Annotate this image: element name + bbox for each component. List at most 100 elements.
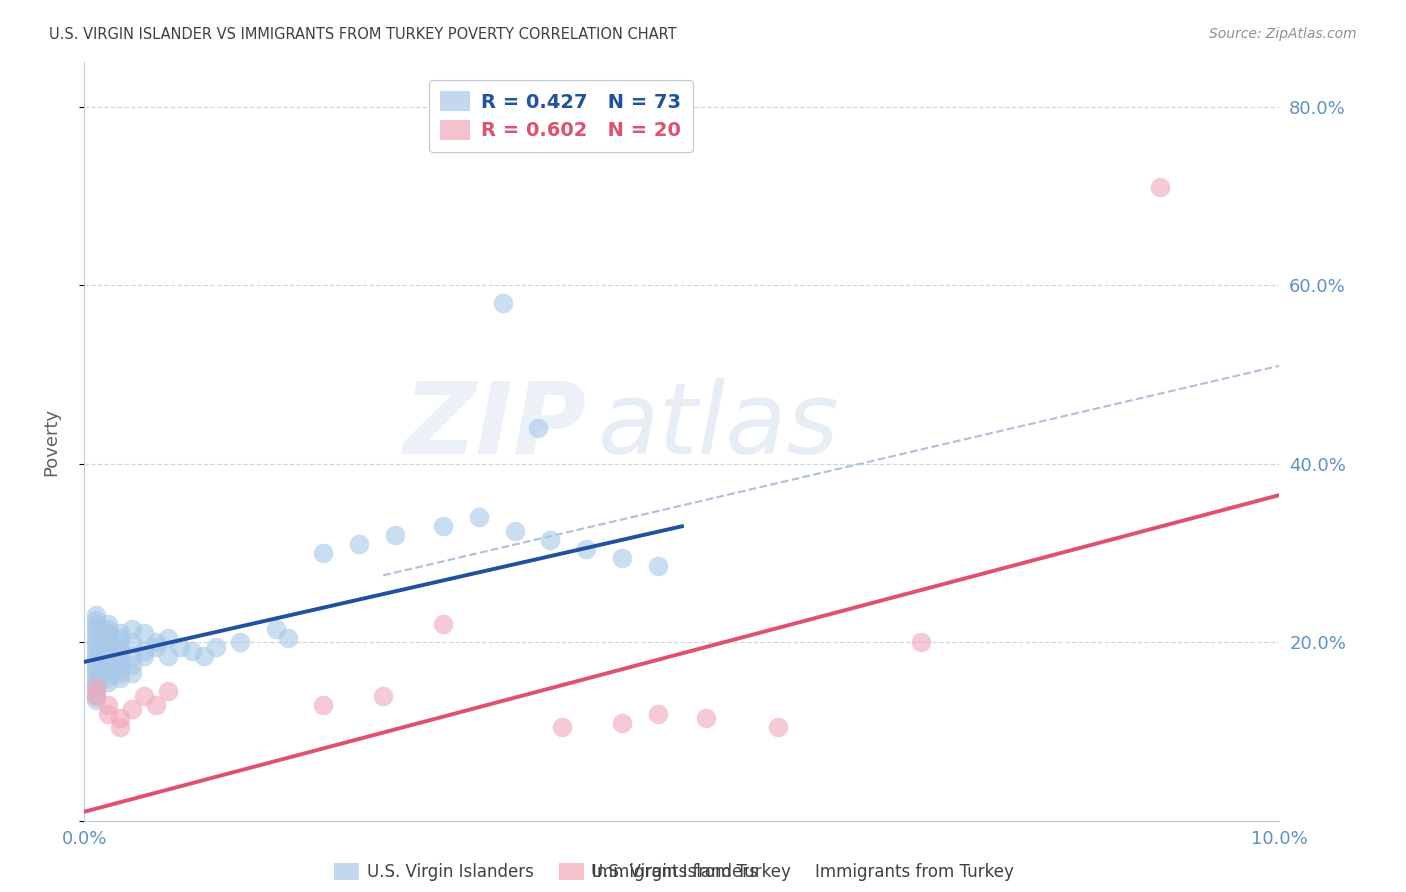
Point xyxy=(157,648,180,663)
Legend: R = 0.427   N = 73, R = 0.602   N = 20: R = 0.427 N = 73, R = 0.602 N = 20 xyxy=(429,79,693,152)
Point xyxy=(132,648,156,663)
Point xyxy=(86,684,108,698)
Point xyxy=(132,644,156,658)
Point xyxy=(468,510,491,524)
Point xyxy=(97,698,120,712)
Point xyxy=(205,640,228,654)
Point xyxy=(647,559,669,574)
Point xyxy=(86,657,108,672)
Point xyxy=(97,631,120,645)
Point xyxy=(695,711,717,725)
Point xyxy=(228,635,252,649)
Point xyxy=(86,689,108,703)
Point xyxy=(110,631,132,645)
Point xyxy=(612,550,634,565)
Point xyxy=(97,671,120,685)
Point xyxy=(121,635,143,649)
Point xyxy=(575,541,598,556)
Point xyxy=(86,671,108,685)
Point xyxy=(157,631,180,645)
Point xyxy=(86,675,108,690)
Point xyxy=(312,546,335,560)
Legend: U.S. Virgin Islanders, Immigrants from Turkey: U.S. Virgin Islanders, Immigrants from T… xyxy=(328,856,797,888)
Point xyxy=(121,622,143,636)
Text: U.S. VIRGIN ISLANDER VS IMMIGRANTS FROM TURKEY POVERTY CORRELATION CHART: U.S. VIRGIN ISLANDER VS IMMIGRANTS FROM … xyxy=(49,27,676,42)
Y-axis label: Poverty: Poverty xyxy=(42,408,60,475)
Point xyxy=(132,626,156,640)
Point xyxy=(86,662,108,676)
Point xyxy=(97,626,120,640)
Point xyxy=(110,662,132,676)
Point xyxy=(373,689,395,703)
Point xyxy=(97,675,120,690)
Point xyxy=(110,648,132,663)
Point xyxy=(86,631,108,645)
Point xyxy=(86,693,108,707)
Point xyxy=(97,648,120,663)
Point xyxy=(97,662,120,676)
Point xyxy=(86,617,108,632)
Point xyxy=(97,622,120,636)
Point xyxy=(121,702,143,716)
Point xyxy=(181,644,204,658)
Point xyxy=(97,640,120,654)
Point xyxy=(86,613,108,627)
Point xyxy=(432,617,454,632)
Point xyxy=(193,648,215,663)
Point xyxy=(110,666,132,681)
Point xyxy=(121,666,143,681)
Point xyxy=(110,671,132,685)
Point xyxy=(86,608,108,623)
Point xyxy=(86,689,108,703)
Point xyxy=(277,631,299,645)
Point xyxy=(86,648,108,663)
Point xyxy=(110,657,132,672)
Point xyxy=(145,635,167,649)
Point xyxy=(121,657,143,672)
Point xyxy=(97,657,120,672)
Point xyxy=(86,644,108,658)
Point xyxy=(97,644,120,658)
Point xyxy=(86,622,108,636)
Point xyxy=(527,421,550,435)
Point xyxy=(86,680,108,694)
Point xyxy=(349,537,371,551)
Point xyxy=(264,622,287,636)
Point xyxy=(86,640,108,654)
Point xyxy=(145,640,167,654)
Point xyxy=(503,524,526,538)
Point xyxy=(1149,180,1171,194)
Point xyxy=(97,635,120,649)
Text: ZIP: ZIP xyxy=(404,378,586,475)
Point xyxy=(97,666,120,681)
Text: Immigrants from Turkey: Immigrants from Turkey xyxy=(815,863,1014,881)
Point xyxy=(384,528,406,542)
Text: U.S. Virgin Islanders: U.S. Virgin Islanders xyxy=(591,863,758,881)
Point xyxy=(540,533,562,547)
Point xyxy=(551,720,574,734)
Text: Source: ZipAtlas.com: Source: ZipAtlas.com xyxy=(1209,27,1357,41)
Point xyxy=(492,296,515,310)
Point xyxy=(110,644,132,658)
Point xyxy=(910,635,932,649)
Point xyxy=(97,617,120,632)
Point xyxy=(86,680,108,694)
Point xyxy=(97,706,120,721)
Point xyxy=(612,715,634,730)
Point xyxy=(86,626,108,640)
Point xyxy=(110,711,132,725)
Point xyxy=(121,648,143,663)
Point xyxy=(110,635,132,649)
Point xyxy=(86,666,108,681)
Text: atlas: atlas xyxy=(599,378,839,475)
Point xyxy=(110,626,132,640)
Point xyxy=(169,640,191,654)
Point xyxy=(157,684,180,698)
Point xyxy=(86,653,108,667)
Point xyxy=(86,635,108,649)
Point xyxy=(647,706,669,721)
Point xyxy=(145,698,167,712)
Point xyxy=(766,720,789,734)
Point xyxy=(132,689,156,703)
Point xyxy=(432,519,454,533)
